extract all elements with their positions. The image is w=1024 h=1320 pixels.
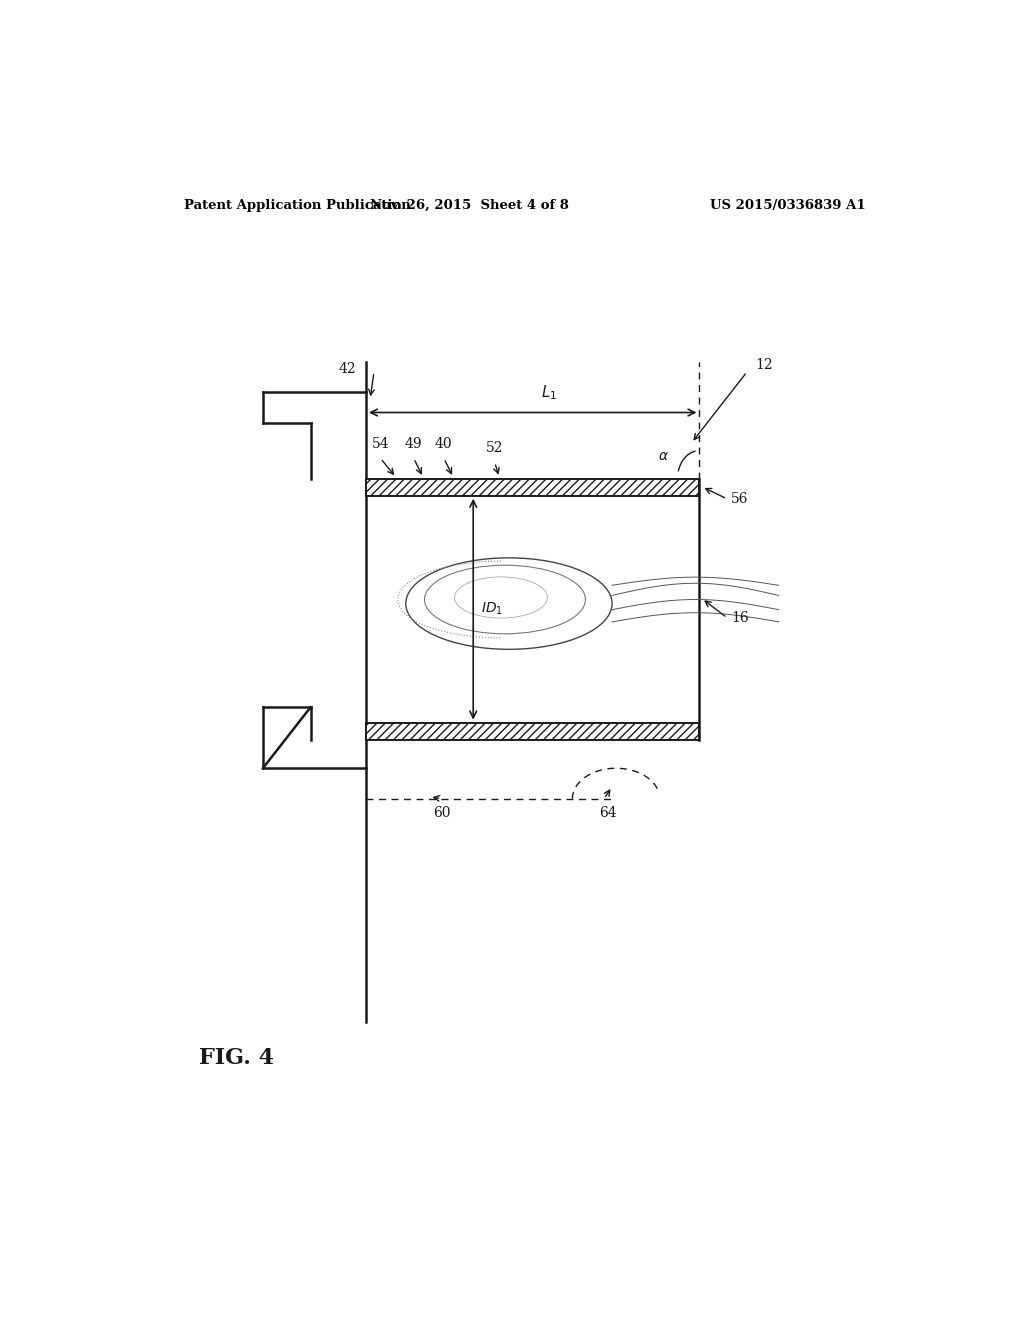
Bar (367, 479, 699, 496)
Text: $ID_1$: $ID_1$ (481, 601, 503, 618)
Text: 56: 56 (731, 492, 749, 506)
Text: 12: 12 (755, 358, 772, 372)
Text: FIG. 4: FIG. 4 (200, 1047, 274, 1069)
Text: 40: 40 (435, 437, 453, 451)
Text: 16: 16 (731, 611, 749, 624)
Text: $\alpha$: $\alpha$ (658, 449, 669, 463)
Bar (367, 722, 699, 739)
Text: 52: 52 (486, 441, 504, 455)
Text: 64: 64 (599, 805, 616, 820)
Text: US 2015/0336839 A1: US 2015/0336839 A1 (711, 199, 866, 213)
Text: 60: 60 (433, 805, 451, 820)
Text: 54: 54 (372, 437, 389, 451)
Text: $L_1$: $L_1$ (541, 384, 557, 403)
Text: 49: 49 (404, 437, 423, 451)
Text: Nov. 26, 2015  Sheet 4 of 8: Nov. 26, 2015 Sheet 4 of 8 (370, 199, 568, 213)
Text: 42: 42 (338, 362, 356, 376)
Text: Patent Application Publication: Patent Application Publication (183, 199, 411, 213)
